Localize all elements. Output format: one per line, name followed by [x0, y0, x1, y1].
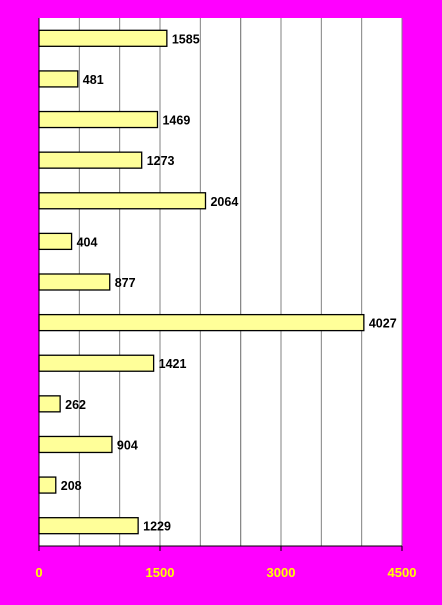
bar-label-10: 904: [117, 438, 138, 452]
bar-label-0: 1585: [172, 32, 200, 46]
bar-4: [38, 192, 207, 210]
bar-label-6: 877: [115, 276, 136, 290]
bar-label-12: 1229: [143, 520, 171, 534]
bar-label-3: 1273: [147, 154, 175, 168]
bar-label-4: 2064: [210, 195, 238, 209]
bar-label-2: 1469: [162, 114, 190, 128]
bar-label-5: 404: [77, 235, 98, 249]
bar-8: [38, 354, 155, 372]
bar-1: [38, 70, 79, 88]
bar-9: [38, 395, 61, 413]
x-tick-label-0: 0: [35, 565, 42, 580]
bar-7: [38, 313, 365, 332]
bar-label-7: 4027: [369, 317, 397, 331]
x-tick-label-4500: 4500: [388, 565, 417, 580]
bar-12: [38, 517, 139, 535]
bar-10: [38, 435, 113, 454]
bar-0: [38, 29, 168, 47]
bar-label-8: 1421: [159, 357, 187, 371]
bar-2: [38, 110, 159, 129]
bar-5: [38, 232, 73, 251]
bar-label-1: 481: [83, 73, 104, 87]
bar-label-9: 262: [65, 398, 86, 412]
x-tick-label-3000: 3000: [267, 565, 296, 580]
x-tick-label-1500: 1500: [146, 565, 175, 580]
bar-11: [38, 476, 57, 494]
bar-6: [38, 273, 111, 291]
bar-3: [38, 151, 143, 169]
bar-label-11: 208: [61, 479, 82, 493]
